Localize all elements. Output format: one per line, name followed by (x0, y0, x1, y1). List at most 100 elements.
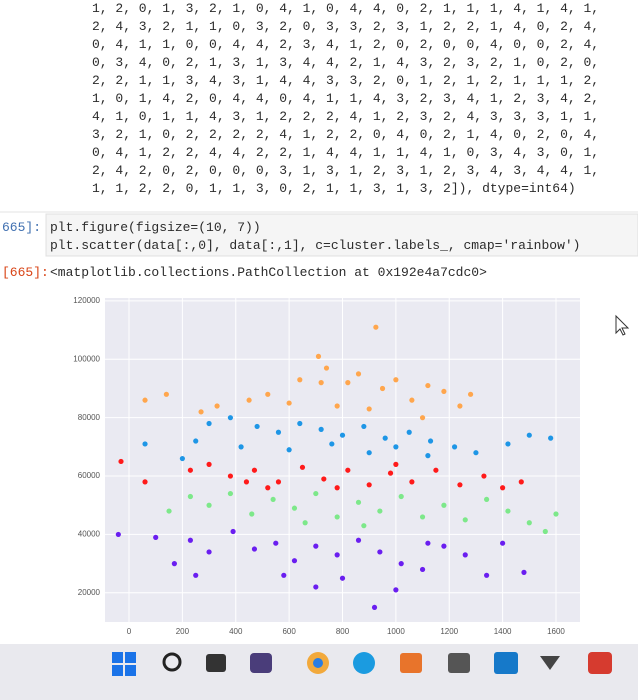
array-line: 0, 4, 1, 2, 2, 4, 4, 2, 2, 1, 4, 4, 1, 1… (92, 145, 599, 160)
array-line: 0, 3, 4, 0, 2, 1, 3, 1, 3, 4, 4, 2, 1, 4… (92, 55, 599, 70)
scatter-point (355, 371, 362, 377)
output-text: <matplotlib.collections.PathCollection a… (50, 265, 487, 280)
scatter-point (193, 438, 199, 444)
scatter-point (273, 540, 279, 546)
scatter-point (393, 587, 399, 593)
scatter-point (345, 467, 351, 473)
scatter-point (291, 505, 298, 511)
y-tick-label: 40000 (78, 530, 101, 539)
y-tick-label: 120000 (73, 296, 100, 305)
scatter-point (441, 388, 447, 395)
array-line: 2, 4, 3, 2, 1, 1, 0, 3, 2, 0, 3, 3, 2, 3… (92, 19, 599, 34)
scatter-point (457, 482, 463, 488)
scatter-point (286, 400, 292, 406)
scatter-point (179, 455, 185, 462)
scatter-point (281, 572, 287, 578)
scatter-point (526, 520, 532, 526)
array-line: 1, 0, 1, 4, 2, 0, 4, 4, 0, 4, 1, 1, 4, 3… (92, 91, 599, 106)
scatter-point (425, 540, 431, 546)
x-tick-label: 400 (229, 627, 243, 636)
scatter-point (441, 502, 447, 508)
app-icon[interactable] (494, 652, 518, 674)
scatter-point (198, 409, 204, 415)
scatter-point (467, 391, 474, 397)
scatter-point (334, 552, 340, 558)
scatter-point (425, 382, 431, 389)
array-output: 1, 2, 0, 1, 3, 2, 1, 0, 4, 1, 0, 4, 4, 0… (92, 1, 599, 196)
x-tick-label: 1000 (387, 627, 405, 636)
scatter-point (227, 473, 234, 479)
x-tick-label: 1400 (494, 627, 512, 636)
explorer-icon[interactable] (400, 653, 422, 673)
array-line: 2, 2, 1, 1, 3, 4, 3, 1, 4, 4, 3, 3, 2, 0… (92, 73, 599, 88)
start-button[interactable] (112, 652, 136, 676)
array-line: 3, 2, 1, 0, 2, 2, 2, 2, 4, 1, 2, 2, 0, 4… (92, 127, 599, 142)
edge-icon[interactable] (353, 652, 375, 674)
scatter-point (153, 534, 159, 540)
scatter-point (315, 353, 322, 359)
taskview-icon[interactable] (206, 654, 226, 672)
scatter-point (313, 584, 319, 590)
app-icon[interactable] (588, 652, 612, 674)
x-tick-label: 1200 (440, 627, 458, 636)
scatter-point (187, 467, 193, 473)
teams-icon[interactable] (250, 653, 272, 673)
scatter-point (473, 450, 479, 456)
scatter-point (321, 476, 327, 482)
array-line: 1, 2, 0, 1, 3, 2, 1, 0, 4, 1, 0, 4, 4, 0… (92, 1, 599, 16)
scatter-point (542, 528, 548, 535)
x-tick-label: 1600 (547, 627, 565, 636)
scatter-point (433, 467, 439, 473)
app-icon[interactable] (540, 656, 560, 670)
store-icon[interactable] (448, 653, 470, 673)
output-prompt: [665]: (2, 265, 49, 280)
scatter-point (457, 403, 463, 409)
scatter-point (371, 604, 378, 611)
y-tick-label: 100000 (73, 354, 100, 363)
scatter-point (373, 324, 379, 330)
scatter-point (214, 403, 220, 409)
scatter-point (425, 453, 431, 459)
scatter-point (462, 517, 468, 523)
scatter-point (142, 397, 148, 403)
scatter-point (187, 537, 193, 543)
scatter-chart: 20000 40000 60000 80000 100000 120000 0 200 400 6… (73, 296, 580, 636)
scatter-point (366, 406, 372, 412)
array-line: 4, 1, 0, 1, 1, 4, 3, 1, 2, 2, 2, 4, 1, 2… (92, 109, 599, 124)
scatter-point (299, 464, 306, 470)
scatter-point (377, 508, 383, 514)
array-line: 2, 4, 2, 0, 2, 0, 0, 0, 3, 1, 3, 1, 2, 3… (92, 163, 599, 178)
scatter-point (142, 441, 148, 447)
x-tick-label: 0 (127, 627, 132, 636)
scatter-point (548, 435, 554, 441)
x-tick-label: 600 (282, 627, 296, 636)
y-tick-label: 20000 (78, 588, 101, 597)
scatter-point (441, 543, 447, 549)
scatter-point (355, 537, 362, 543)
scatter-point (206, 502, 212, 508)
scatter-point (302, 520, 308, 526)
scatter-point (398, 561, 404, 567)
scatter-point (526, 432, 532, 438)
code-cell[interactable] (45, 213, 638, 257)
scatter-point (297, 420, 303, 427)
scatter-point (313, 543, 319, 549)
scatter-point (206, 420, 212, 427)
scatter-point (387, 470, 394, 476)
search-icon[interactable] (162, 652, 182, 672)
y-tick-label: 60000 (78, 471, 101, 480)
scatter-point (366, 450, 372, 456)
scatter-point (393, 461, 399, 467)
scatter-point (313, 490, 319, 497)
array-line: 0, 4, 1, 1, 0, 0, 4, 4, 2, 3, 4, 1, 2, 0… (92, 37, 599, 52)
scatter-point (377, 549, 383, 555)
scatter-point (227, 490, 234, 497)
scatter-point (481, 473, 487, 479)
scatter-point (521, 569, 527, 575)
scatter-point (419, 566, 426, 573)
cursor-icon (615, 314, 630, 336)
scatter-point (406, 429, 412, 435)
scatter-point (243, 479, 250, 485)
scatter-point (345, 380, 351, 386)
scatter-point (518, 479, 524, 485)
